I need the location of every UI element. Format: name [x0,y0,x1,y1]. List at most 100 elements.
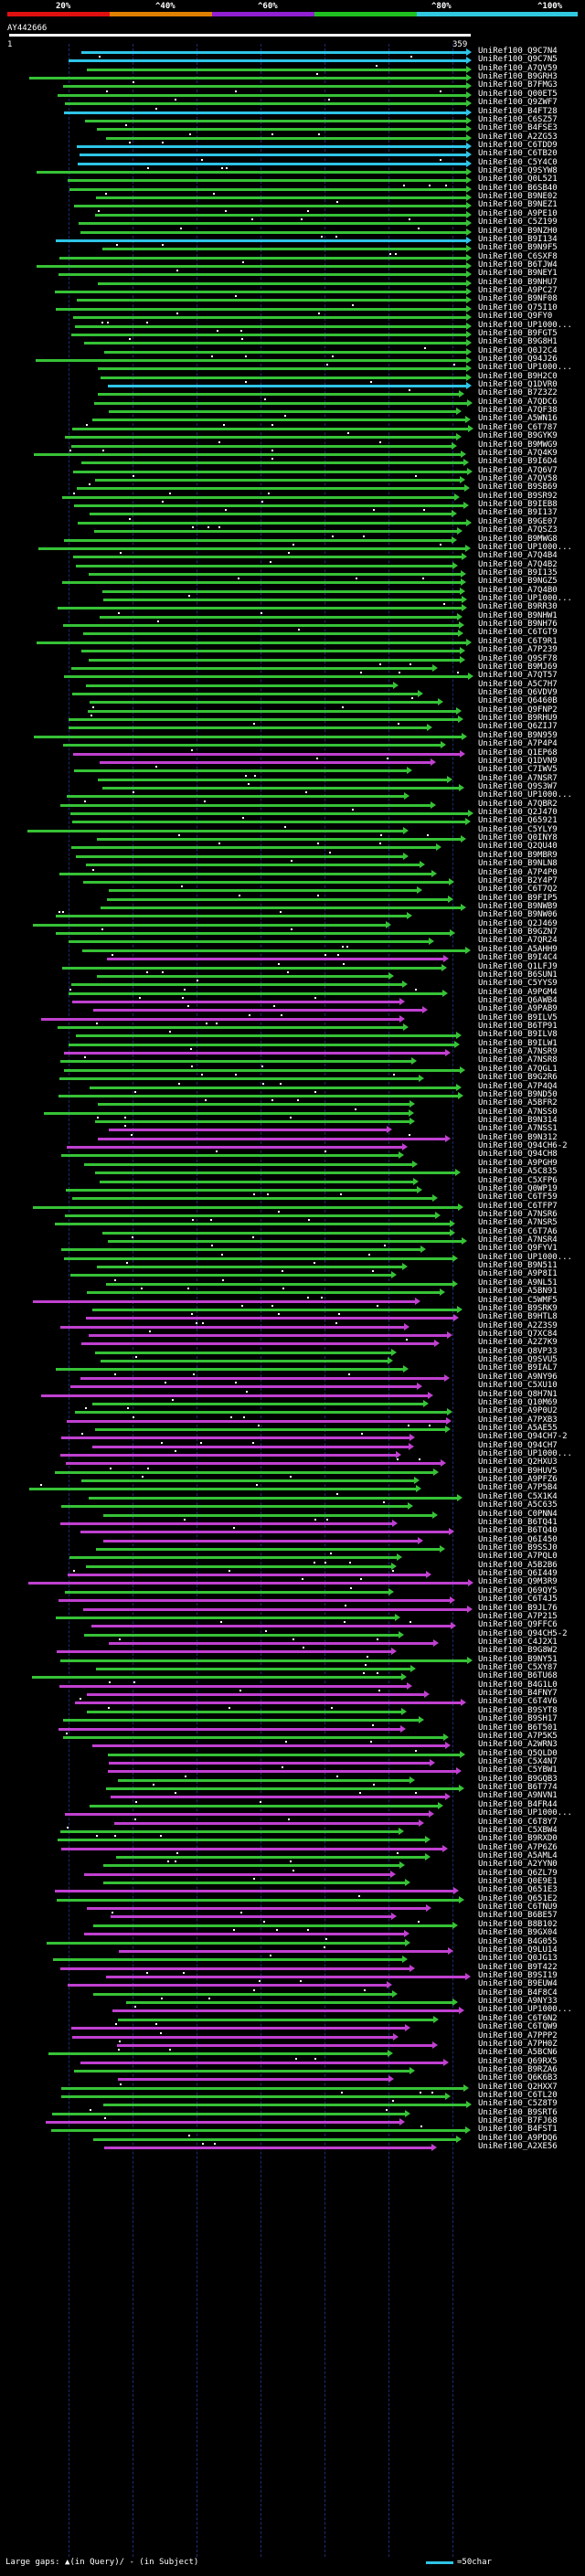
hit-bar[interactable] [103,1864,399,1867]
hit-bar[interactable] [91,1625,451,1627]
hit-label[interactable]: UniRef100_B9NLN8 [478,859,558,868]
hit-label[interactable]: UniRef100_Q2HXX7 [478,2083,558,2092]
hit-bar[interactable] [97,838,461,841]
hit-bar[interactable] [46,2121,399,2124]
hit-bar[interactable] [80,154,466,156]
hit-label[interactable]: UniRef100_B4FSE3 [478,123,558,133]
hit-bar[interactable] [87,1907,426,1910]
hit-bar[interactable] [58,1599,450,1602]
hit-bar[interactable] [78,522,466,525]
hit-bar[interactable] [88,710,456,713]
hit-label[interactable]: UniRef100_A7NSR6 [478,1210,558,1219]
hit-label[interactable]: UniRef100_B6SB40 [478,184,558,193]
hit-label[interactable]: UniRef100_B9ILV8 [478,1030,558,1039]
hit-label[interactable]: UniRef100_B9I6D4 [478,457,558,466]
hit-label[interactable]: UniRef100_A7PH0Z [478,2040,558,2049]
hit-bar[interactable] [70,1385,417,1388]
hit-label[interactable]: UniRef100_B9T422 [478,1963,558,1972]
hit-bar[interactable] [61,2087,463,2090]
hit-bar[interactable] [101,1360,388,1362]
hit-bar[interactable] [58,1026,403,1029]
hit-label[interactable]: UniRef100_C5XY87 [478,1663,558,1672]
hit-bar[interactable] [63,1719,419,1722]
hit-label[interactable]: UniRef100_B9ILV5 [478,1013,558,1023]
hit-label[interactable]: UniRef100_A7QR24 [478,936,558,945]
hit-bar[interactable] [84,1873,390,1876]
hit-bar[interactable] [92,1744,445,1747]
hit-label[interactable]: UniRef100_B6T774 [478,1783,558,1792]
hit-bar[interactable] [109,889,417,892]
hit-label[interactable]: UniRef100_A5C7H7 [478,680,558,689]
hit-label[interactable]: UniRef100_B9NHW1 [478,611,558,620]
hit-label[interactable]: UniRef100_B9GE07 [478,517,558,526]
hit-bar[interactable] [65,436,456,439]
hit-bar[interactable] [64,539,452,542]
hit-label[interactable]: UniRef100_A9PE10 [478,209,558,218]
hit-bar[interactable] [69,1556,397,1559]
hit-label[interactable]: UniRef100_Q9S3W7 [478,782,558,791]
hit-bar[interactable] [95,1428,445,1431]
hit-bar[interactable] [29,1488,416,1490]
hit-bar[interactable] [90,1805,438,1807]
hit-bar[interactable] [82,949,465,952]
hit-bar[interactable] [106,1283,452,1286]
hit-bar[interactable] [58,273,466,276]
hit-bar[interactable] [89,1334,447,1337]
hit-bar[interactable] [104,351,466,354]
hit-bar[interactable] [38,547,465,550]
hit-bar[interactable] [101,376,466,379]
hit-bar[interactable] [71,445,452,448]
hit-bar[interactable] [93,1993,392,1996]
hit-bar[interactable] [90,1087,456,1089]
hit-bar[interactable] [89,1497,457,1500]
hit-bar[interactable] [92,1446,409,1448]
hit-label[interactable]: UniRef100_B4G055 [478,1937,558,1946]
hit-label[interactable]: UniRef100_B9SR92 [478,492,558,501]
hit-bar[interactable] [61,1505,408,1508]
hit-label[interactable]: UniRef100_B9HUV5 [478,1467,558,1476]
hit-bar[interactable] [32,1676,401,1679]
hit-bar[interactable] [95,1171,455,1174]
hit-label[interactable]: UniRef100_Q651E3 [478,1885,558,1894]
hit-label[interactable]: UniRef100_B9HTL8 [478,1312,558,1321]
hit-label[interactable]: UniRef100_A9NY96 [478,1373,558,1382]
hit-bar[interactable] [114,1822,419,1825]
hit-label[interactable]: UniRef100_B9H2C0 [478,372,558,381]
hit-label[interactable]: UniRef100_A9PGM4 [478,988,558,997]
hit-label[interactable]: UniRef100_Q9C7N4 [478,47,558,56]
hit-bar[interactable] [92,1403,423,1405]
hit-label[interactable]: UniRef100_Q0INY8 [478,833,558,843]
hit-label[interactable]: UniRef100_Q9M3R9 [478,1577,558,1586]
hit-label[interactable]: UniRef100_C6TGT9 [478,628,558,637]
hit-label[interactable]: UniRef100_Q9FFC6 [478,1620,558,1629]
hit-bar[interactable] [81,461,463,464]
hit-bar[interactable] [86,864,420,866]
hit-label[interactable]: UniRef100_A5C635 [478,1500,558,1510]
hit-bar[interactable] [104,2147,431,2149]
hit-bar[interactable] [47,1942,405,1945]
hit-bar[interactable] [55,1471,433,1474]
hit-bar[interactable] [57,1650,391,1653]
hit-bar[interactable] [106,1787,459,1790]
hit-label[interactable]: UniRef100_Q9FNP2 [478,705,558,715]
hit-bar[interactable] [62,967,441,970]
hit-label[interactable]: UniRef100_Q1EP68 [478,748,558,758]
hit-bar[interactable] [111,1915,391,1918]
hit-label[interactable]: UniRef100_Q69RX5 [478,2057,558,2066]
hit-label[interactable]: UniRef100_A5C835 [478,1167,558,1176]
hit-bar[interactable] [61,2095,445,2098]
hit-label[interactable]: UniRef100_Q9FYV1 [478,1244,558,1253]
hit-label[interactable]: UniRef100_B9NE02 [478,192,558,201]
hit-label[interactable]: UniRef100_B9N9F5 [478,243,558,252]
hit-label[interactable]: UniRef100_Q6K6B3 [478,2073,558,2083]
hit-label[interactable]: UniRef100_C6T7A6 [478,1227,558,1236]
hit-label[interactable]: UniRef100_B4FT28 [478,107,558,116]
hit-label[interactable]: UniRef100_B9MWG8 [478,535,558,544]
hit-bar[interactable] [81,51,466,54]
hit-bar[interactable] [67,1146,402,1149]
hit-label[interactable]: UniRef100_A7Q4B2 [478,560,558,569]
hit-bar[interactable] [58,1095,458,1097]
hit-label[interactable]: UniRef100_Q2J469 [478,919,558,928]
hit-bar[interactable] [77,145,466,148]
hit-label[interactable]: UniRef100_A9NVN1 [478,1791,558,1800]
